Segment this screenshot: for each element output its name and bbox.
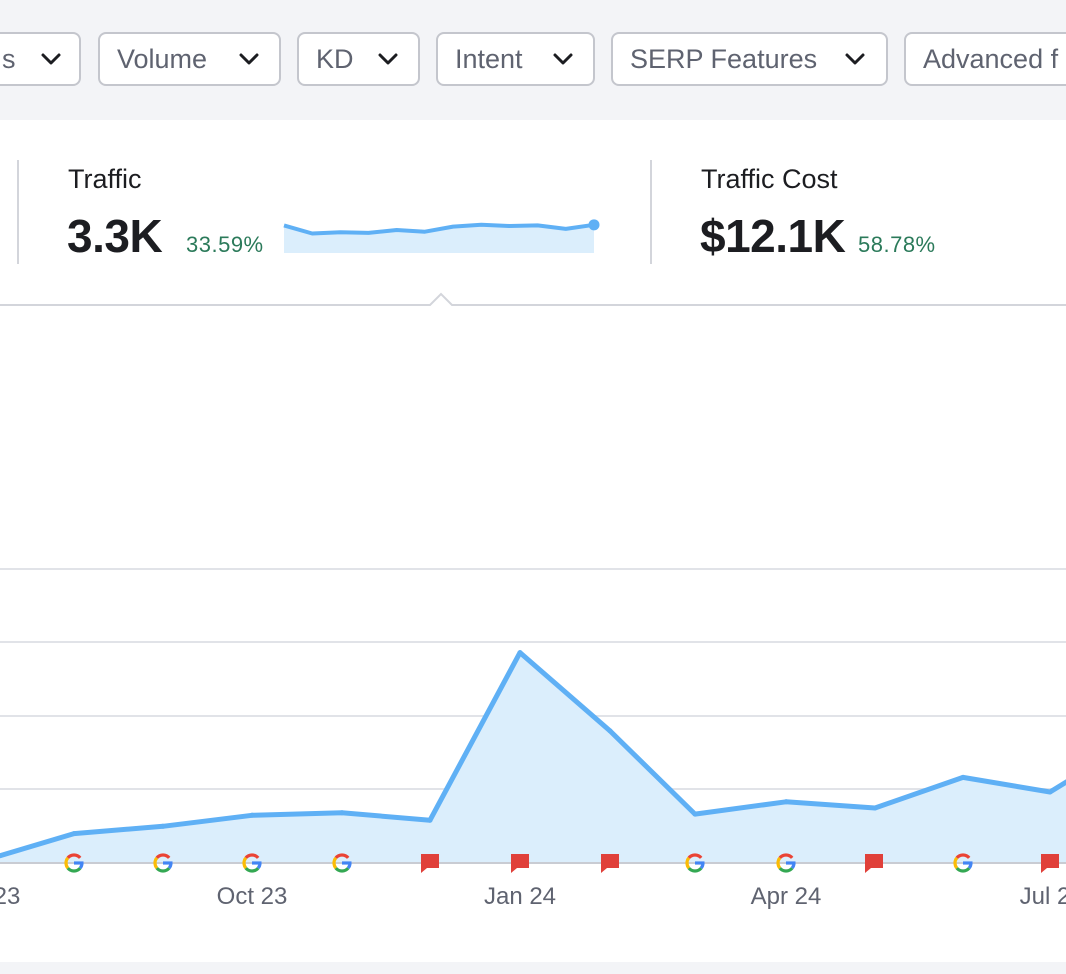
data-point bbox=[339, 810, 345, 816]
x-axis-label: Jul 2 bbox=[1019, 883, 1066, 910]
traffic-change: 33.59% bbox=[186, 232, 264, 257]
google-icon bbox=[242, 853, 262, 873]
metric-divider bbox=[17, 160, 19, 264]
x-axis-label: Oct 23 bbox=[216, 883, 288, 910]
chevron-down-icon bbox=[41, 53, 61, 65]
x-axis-label: 23 bbox=[0, 883, 21, 910]
google-icon bbox=[776, 853, 796, 873]
filter-volume-dropdown[interactable]: Volume bbox=[98, 32, 281, 86]
series-area bbox=[0, 652, 1066, 863]
filter-kd-dropdown[interactable]: KD bbox=[297, 32, 420, 86]
filter-label: SERP Features bbox=[630, 43, 818, 74]
flag-icon bbox=[421, 854, 439, 873]
google-icon bbox=[64, 853, 84, 873]
sparkline-area bbox=[284, 224, 594, 253]
traffic-cost-value[interactable]: $12.1K bbox=[700, 210, 846, 262]
chevron-down-icon bbox=[845, 53, 865, 65]
selected-metric-pointer bbox=[0, 292, 1066, 306]
traffic-trend-chart bbox=[0, 568, 1066, 873]
data-point bbox=[960, 774, 966, 780]
data-point bbox=[692, 811, 698, 817]
google-icon bbox=[685, 853, 705, 873]
traffic-cost-label: Traffic Cost bbox=[701, 164, 838, 194]
data-point bbox=[607, 728, 613, 734]
filter-intent-dropdown[interactable]: Intent bbox=[436, 32, 595, 86]
filter-label: s bbox=[2, 43, 16, 74]
google-icon bbox=[332, 853, 352, 873]
data-point bbox=[1047, 789, 1053, 795]
sparkline-line bbox=[283, 222, 595, 236]
x-axis-label: Apr 24 bbox=[750, 883, 822, 910]
data-point bbox=[0, 853, 3, 859]
x-axis-label: Jan 24 bbox=[483, 883, 557, 910]
page-background-strip bbox=[0, 962, 1066, 974]
traffic-cost-change: 58.78% bbox=[858, 232, 936, 257]
data-point bbox=[249, 812, 255, 818]
flag-icon bbox=[511, 854, 529, 873]
metric-divider bbox=[650, 160, 652, 264]
filter-positions-dropdown[interactable]: s bbox=[0, 32, 81, 86]
data-point bbox=[160, 823, 166, 829]
filter-serp-features-dropdown[interactable]: SERP Features bbox=[611, 32, 888, 86]
flag-icon bbox=[865, 854, 883, 873]
traffic-value[interactable]: 3.3K bbox=[67, 210, 163, 262]
data-point bbox=[872, 805, 878, 811]
flag-icon bbox=[601, 854, 619, 873]
chevron-down-icon bbox=[239, 53, 259, 65]
filter-advanced-dropdown[interactable]: Advanced f bbox=[904, 32, 1066, 86]
data-point bbox=[427, 817, 433, 823]
series-line bbox=[0, 650, 1066, 859]
chevron-down-icon bbox=[378, 53, 398, 65]
google-icon bbox=[953, 853, 973, 873]
filter-label: Intent bbox=[455, 43, 523, 74]
traffic-sparkline bbox=[283, 219, 600, 253]
google-icon bbox=[153, 853, 173, 873]
flag-icon bbox=[1041, 854, 1059, 873]
sparkline-last-point bbox=[588, 219, 600, 231]
chevron-down-icon bbox=[553, 53, 573, 65]
filter-label: KD bbox=[316, 43, 354, 74]
data-point bbox=[783, 799, 789, 805]
data-point bbox=[71, 831, 77, 837]
traffic-label: Traffic bbox=[68, 164, 142, 194]
filter-label: Advanced f bbox=[923, 43, 1059, 74]
filter-bar: s Volume KD Intent SERP Features Advance… bbox=[0, 0, 1066, 120]
filter-label: Volume bbox=[117, 43, 208, 74]
data-point bbox=[517, 650, 523, 656]
